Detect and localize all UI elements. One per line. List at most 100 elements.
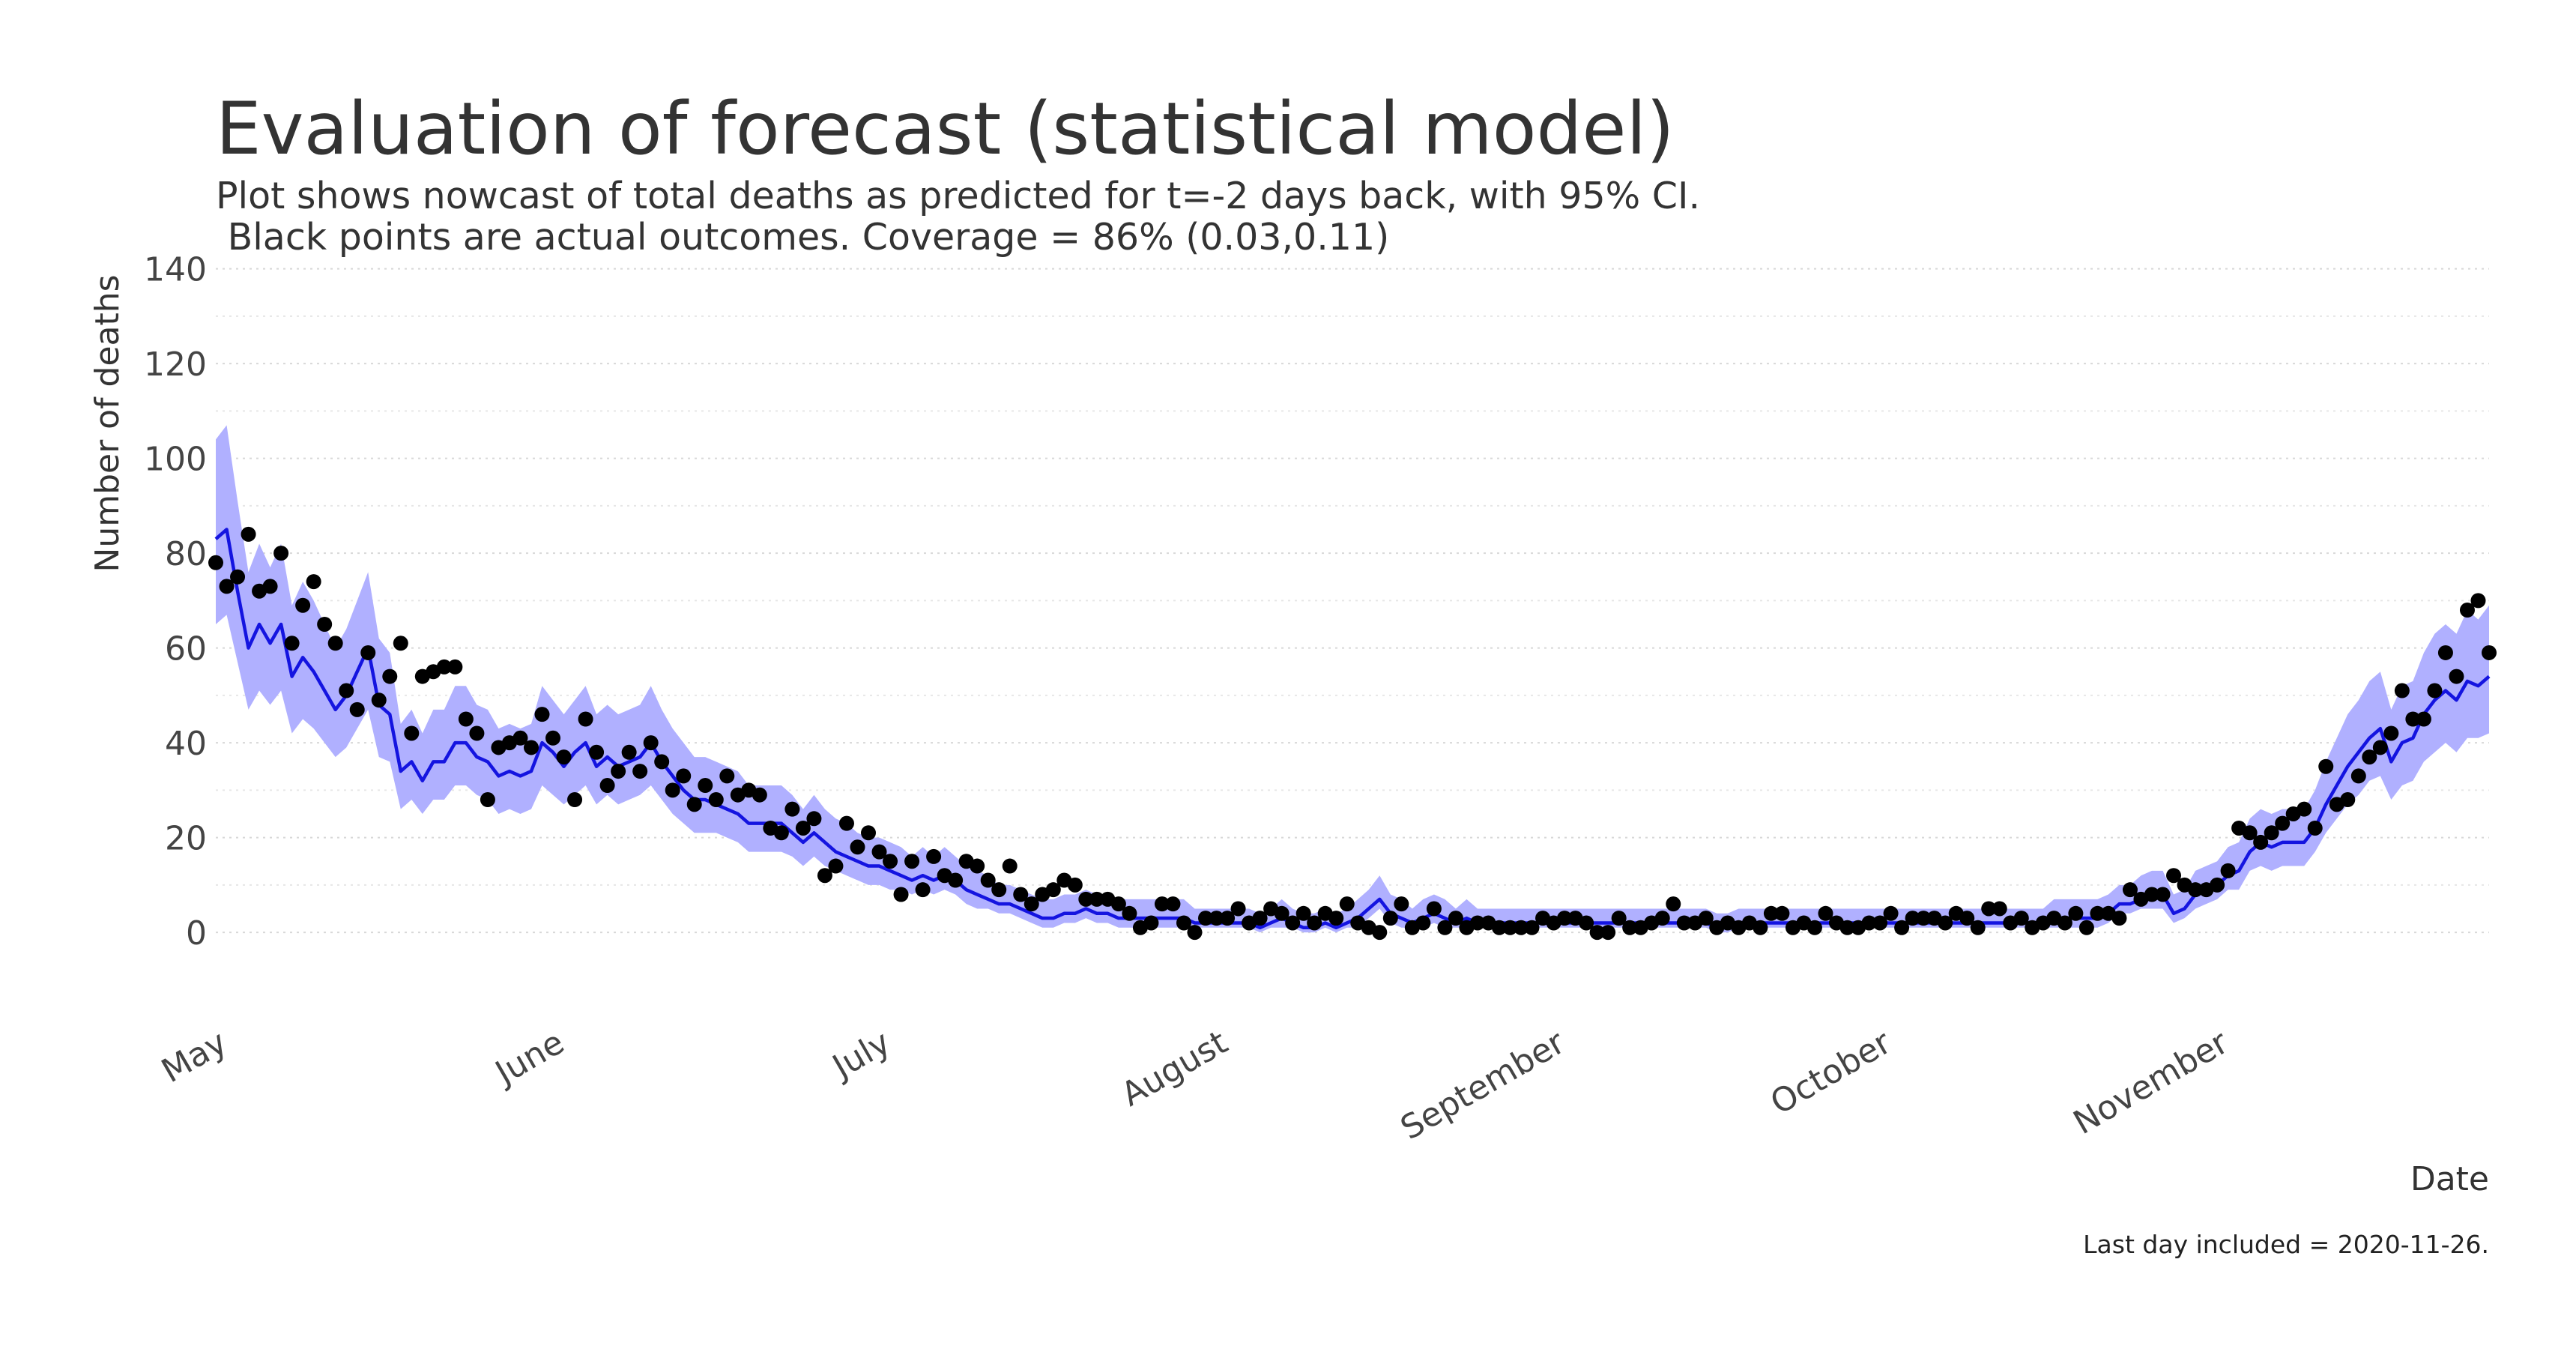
actual-point: [523, 740, 539, 755]
actual-point: [295, 597, 311, 613]
actual-point: [1382, 911, 1398, 926]
actual-point: [1045, 882, 1061, 898]
y-tick-label: 60: [165, 630, 207, 669]
y-tick-label: 100: [144, 441, 207, 479]
actual-point: [2013, 911, 2029, 926]
actual-point: [1024, 896, 1039, 912]
actual-point: [611, 764, 626, 779]
actual-point: [1839, 920, 1855, 935]
actual-point: [2372, 740, 2388, 755]
actual-point: [1295, 905, 1311, 921]
actual-point: [1970, 920, 1986, 935]
actual-point: [665, 782, 680, 798]
actual-point: [893, 887, 909, 902]
actual-point: [643, 735, 659, 751]
actual-point: [1339, 896, 1355, 912]
actual-point: [1579, 915, 1594, 931]
actual-point: [2362, 749, 2377, 765]
actual-point: [980, 872, 996, 888]
actual-point: [2057, 915, 2072, 931]
actual-point: [904, 854, 920, 869]
actual-point: [1198, 911, 1214, 926]
actual-point: [1230, 901, 1246, 917]
actual-point: [838, 815, 854, 831]
actual-point: [1437, 920, 1453, 935]
actual-point: [2144, 887, 2159, 902]
actual-point: [926, 848, 942, 864]
actual-point: [2078, 920, 2094, 935]
actual-point: [1078, 891, 1094, 907]
actual-point: [1013, 887, 1029, 902]
actual-point: [589, 744, 605, 760]
actual-point: [273, 546, 289, 561]
actual-point: [599, 778, 615, 794]
actual-point: [2090, 905, 2105, 921]
actual-point: [1426, 901, 1442, 917]
actual-point: [371, 692, 387, 708]
actual-point: [676, 768, 692, 784]
actual-point: [1763, 905, 1779, 921]
actual-point: [1894, 920, 1910, 935]
actual-point: [1992, 901, 2007, 917]
caption: Last day included = 2020-11-26.: [2083, 1230, 2489, 1259]
actual-point: [1187, 925, 1203, 941]
actual-point: [1905, 911, 1920, 926]
actual-point: [1415, 915, 1431, 931]
actual-point: [1514, 920, 1529, 935]
actual-point: [2307, 820, 2323, 836]
actual-point: [719, 768, 735, 784]
actual-point: [567, 792, 583, 808]
confidence-band: [216, 425, 2489, 933]
actual-point: [1938, 915, 1953, 931]
actual-point: [2264, 825, 2279, 841]
actual-point: [1372, 925, 1388, 941]
actual-point: [2318, 758, 2334, 774]
actual-point: [2188, 882, 2204, 898]
actual-point: [1676, 915, 1692, 931]
actual-point: [1872, 915, 1888, 931]
actual-point: [2427, 683, 2443, 698]
actual-point: [861, 825, 877, 841]
actual-point: [1818, 905, 1833, 921]
actual-point: [795, 820, 811, 836]
actual-point: [1154, 896, 1170, 912]
actual-point: [698, 778, 713, 794]
actual-point: [991, 882, 1007, 898]
actual-point: [1883, 905, 1899, 921]
actual-point: [2253, 834, 2269, 850]
actual-point: [1524, 920, 1540, 935]
actual-point: [1220, 911, 1236, 926]
actual-point: [393, 636, 408, 651]
actual-point: [2482, 645, 2497, 660]
actual-point: [339, 683, 354, 698]
actual-point: [2155, 887, 2171, 902]
actual-point: [2297, 801, 2312, 817]
actual-point: [556, 749, 572, 765]
actual-point: [2220, 863, 2236, 878]
actual-point: [1176, 915, 1191, 931]
actual-point: [219, 579, 235, 594]
actual-point: [2210, 877, 2225, 893]
actual-point: [1959, 911, 1975, 926]
actual-point: [545, 730, 561, 746]
actual-point: [241, 526, 256, 542]
actual-point: [2275, 815, 2291, 831]
actual-point: [752, 787, 767, 803]
actual-point: [686, 797, 702, 812]
actual-point: [1110, 896, 1126, 912]
actual-point: [915, 882, 931, 898]
y-tick-label: 40: [165, 725, 207, 763]
actual-point: [1666, 896, 1681, 912]
actual-point: [469, 725, 485, 741]
actual-point: [1165, 896, 1181, 912]
chart-subtitle: Plot shows nowcast of total deaths as pr…: [216, 175, 1700, 217]
actual-point: [208, 555, 223, 570]
actual-point: [883, 854, 898, 869]
y-tick-label: 0: [186, 914, 207, 953]
actual-point: [1002, 858, 1018, 874]
actual-point: [1491, 920, 1507, 935]
y-axis-label: Number of deaths: [88, 274, 127, 572]
actual-point: [1981, 901, 1997, 917]
actual-point: [1611, 911, 1627, 926]
